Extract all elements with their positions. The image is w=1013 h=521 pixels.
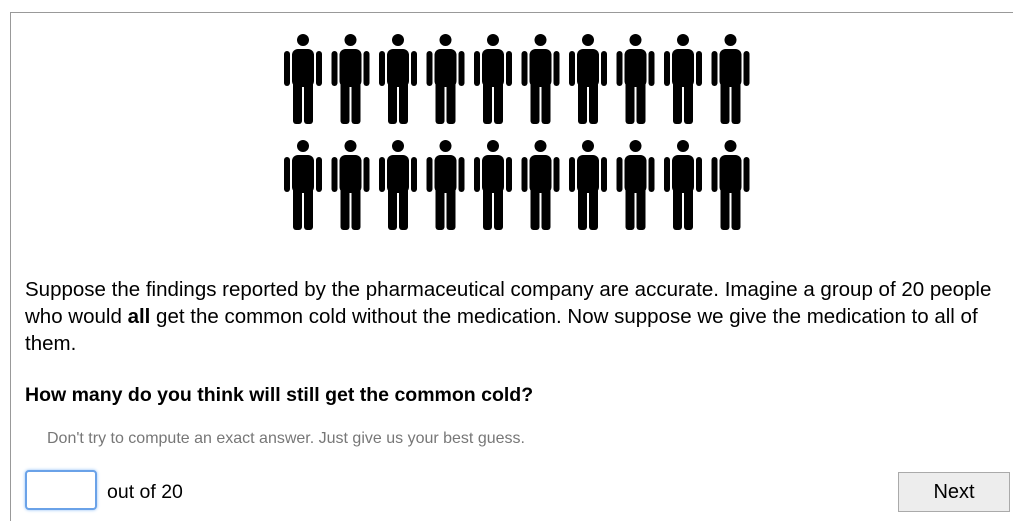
answer-suffix: out of 20 — [107, 481, 183, 503]
person-icon — [664, 34, 702, 124]
person-icon — [331, 140, 370, 230]
person-icon — [521, 140, 560, 230]
person-icon — [711, 140, 750, 230]
person-icon — [284, 140, 322, 230]
person-icon — [474, 140, 512, 230]
person-icon — [331, 34, 370, 124]
person-icon — [474, 34, 512, 124]
person-icon — [569, 34, 607, 124]
people-icons — [284, 34, 750, 230]
person-icon — [711, 34, 750, 124]
person-icon — [569, 140, 607, 230]
frame — [10, 12, 1013, 521]
prompt: Suppose the findings reported by the pha… — [25, 276, 1010, 357]
next-button[interactable]: Next — [898, 472, 1010, 512]
person-icon — [379, 34, 417, 124]
prompt-emphasis: all — [127, 305, 151, 328]
prompt-text: get the common cold without the medicati… — [25, 305, 978, 355]
person-icon — [426, 140, 465, 230]
person-icon — [521, 34, 560, 124]
hint: Don't try to compute an exact answer. Ju… — [47, 430, 525, 447]
person-icon — [284, 34, 322, 124]
person-icon — [379, 140, 417, 230]
prompt-text: Suppose the findings reported by the pha… — [25, 278, 992, 328]
person-icon — [664, 140, 702, 230]
answer-input[interactable] — [25, 470, 97, 510]
person-icon — [616, 140, 655, 230]
person-icon — [616, 34, 655, 124]
question: How many do you think will still get the… — [25, 384, 534, 406]
person-icon — [426, 34, 465, 124]
